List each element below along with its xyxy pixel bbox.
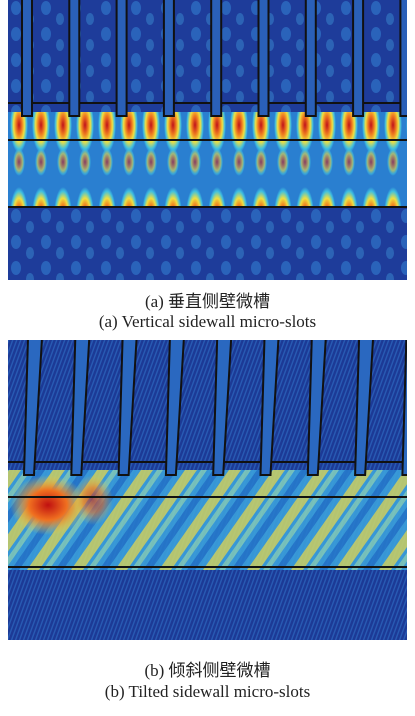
panel-a-image — [8, 0, 407, 280]
slot — [69, 0, 79, 116]
caption-zh: (a) 垂直侧壁微槽 — [0, 287, 415, 312]
slot — [259, 0, 269, 116]
caption-en: (b) Tilted sidewall micro-slots — [0, 682, 415, 702]
slot — [400, 0, 407, 116]
slot — [211, 0, 221, 116]
slot — [22, 0, 32, 116]
slot — [353, 0, 363, 116]
figure: (a) 垂直侧壁微槽 (a) Vertical sidewall micro-s… — [0, 0, 415, 716]
slot — [306, 0, 316, 116]
panel-b-image — [8, 340, 407, 640]
slot — [117, 0, 127, 116]
slot — [164, 0, 174, 116]
caption-zh: (b) 倾斜侧壁微槽 — [0, 656, 415, 681]
caption-en: (a) Vertical sidewall micro-slots — [0, 312, 415, 332]
